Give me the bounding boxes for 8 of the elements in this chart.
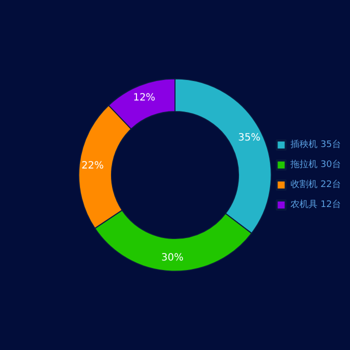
data-label: 12%	[133, 92, 156, 104]
data-label: 22%	[82, 160, 104, 172]
data-label: 35%	[238, 132, 260, 144]
data-label: 30%	[161, 252, 184, 264]
legend-label: 农机具 12台	[290, 199, 342, 210]
legend-label: 收割机 22台	[290, 179, 342, 190]
legend-label: 拖拉机 30台	[290, 159, 342, 170]
legend-label: 插秧机 35台	[290, 139, 342, 150]
